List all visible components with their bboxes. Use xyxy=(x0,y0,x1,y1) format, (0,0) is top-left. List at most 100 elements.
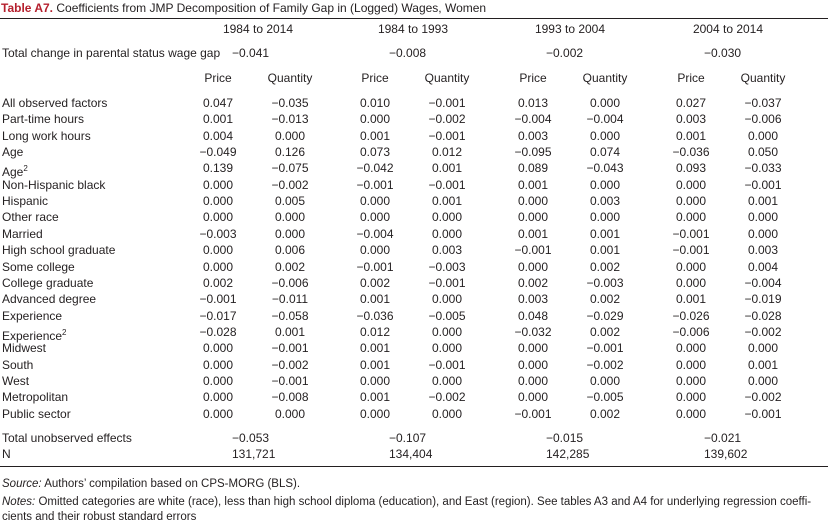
table-cell: 0.074 xyxy=(589,145,621,159)
table-cell: 0.000 xyxy=(675,374,707,388)
table-cell: −0.036 xyxy=(672,145,710,159)
table-cell: −0.017 xyxy=(199,309,237,323)
table-cell: −0.003 xyxy=(586,276,624,290)
table-cell: −0.036 xyxy=(356,309,394,323)
table-cell: −0.006 xyxy=(672,325,710,339)
n-value: 142,285 xyxy=(546,447,590,461)
table-cell: 0.000 xyxy=(202,374,234,388)
table-cell: 0.000 xyxy=(431,407,463,421)
table-cell: −0.049 xyxy=(199,145,237,159)
top-rule xyxy=(0,18,828,19)
table-cell: 0.000 xyxy=(202,260,234,274)
table-label: Table A7. xyxy=(1,1,54,15)
table-cell: −0.001 xyxy=(514,407,552,421)
row-label: Experience xyxy=(2,309,63,323)
table-cell: −0.002 xyxy=(428,112,466,126)
table-cell: 0.000 xyxy=(589,178,621,192)
period-header: 2004 to 2014 xyxy=(692,22,764,36)
table-cell: −0.006 xyxy=(271,276,309,290)
table-cell: 0.126 xyxy=(274,145,306,159)
table-cell: 0.048 xyxy=(517,309,549,323)
table-cell: 0.000 xyxy=(589,374,621,388)
row-label: West xyxy=(2,374,30,388)
table-cell: 0.000 xyxy=(589,210,621,224)
table-cell: 0.000 xyxy=(202,178,234,192)
table-cell: 0.003 xyxy=(517,292,549,306)
table-cell: −0.001 xyxy=(356,178,394,192)
table-cell: 0.000 xyxy=(431,325,463,339)
quantity-header: Quantity xyxy=(740,71,786,85)
table-cell: 0.001 xyxy=(589,227,621,241)
table-cell: −0.028 xyxy=(744,309,782,323)
row-label: Part-time hours xyxy=(2,112,85,126)
table-cell: 0.001 xyxy=(431,194,463,208)
total-change-value: −0.041 xyxy=(232,46,270,60)
table-cell: 0.001 xyxy=(675,292,707,306)
source-label: Source: xyxy=(2,478,42,490)
row-label: Experience2 xyxy=(2,328,67,343)
row-label: Long work hours xyxy=(2,129,91,143)
table-cell: −0.004 xyxy=(586,112,624,126)
table-cell: 0.000 xyxy=(675,276,707,290)
table-cell: 0.013 xyxy=(517,96,549,110)
table-cell: −0.003 xyxy=(428,260,466,274)
table-title: Table A7. Coefficients from JMP Decompos… xyxy=(1,1,486,16)
table-cell: 0.000 xyxy=(202,194,234,208)
row-label: Married xyxy=(2,227,43,241)
table-cell: 0.000 xyxy=(202,243,234,257)
table-cell: 0.050 xyxy=(747,145,779,159)
row-label: South xyxy=(2,358,34,372)
table-cell: 0.000 xyxy=(359,243,391,257)
table-cell: −0.001 xyxy=(428,129,466,143)
row-label: Total unobserved effects xyxy=(2,431,132,445)
table-cell: −0.001 xyxy=(586,341,624,355)
table-cell: 0.001 xyxy=(747,358,779,372)
table-cell: −0.004 xyxy=(514,112,552,126)
total-unobserved-value: −0.015 xyxy=(546,431,584,445)
table-cell: −0.043 xyxy=(586,161,624,175)
table-cell: 0.000 xyxy=(359,194,391,208)
table-cell: 0.000 xyxy=(431,374,463,388)
table-cell: 0.010 xyxy=(359,96,391,110)
table-cell: 0.005 xyxy=(274,194,306,208)
table-cell: 0.004 xyxy=(747,260,779,274)
table-cell: 0.000 xyxy=(359,374,391,388)
table-cell: 0.001 xyxy=(589,243,621,257)
row-label: Non-Hispanic black xyxy=(2,178,106,192)
total-change-value: −0.002 xyxy=(546,46,584,60)
table-cell: −0.001 xyxy=(514,243,552,257)
table-cell: −0.037 xyxy=(744,96,782,110)
table-cell: 0.001 xyxy=(359,129,391,143)
table-cell: 0.000 xyxy=(359,112,391,126)
table-cell: 0.003 xyxy=(675,112,707,126)
table-cell: 0.000 xyxy=(202,407,234,421)
table-cell: 0.001 xyxy=(675,129,707,143)
table-cell: 0.001 xyxy=(747,194,779,208)
table-cell: −0.028 xyxy=(199,325,237,339)
table-cell: 0.002 xyxy=(202,276,234,290)
price-header: Price xyxy=(204,71,232,85)
table-cell: 0.000 xyxy=(517,210,549,224)
table-cell: −0.002 xyxy=(271,358,309,372)
table-cell: 0.000 xyxy=(202,341,234,355)
row-label: Age2 xyxy=(2,164,28,179)
table-cell: 0.002 xyxy=(589,292,621,306)
table-cell: 0.000 xyxy=(274,129,306,143)
table-cell: −0.005 xyxy=(428,309,466,323)
table-cell: 0.000 xyxy=(675,178,707,192)
table-cell: −0.001 xyxy=(672,227,710,241)
table-cell: −0.002 xyxy=(428,390,466,404)
table-cell: 0.012 xyxy=(359,325,391,339)
table-cell: 0.003 xyxy=(589,194,621,208)
table-cell: −0.001 xyxy=(428,358,466,372)
table-cell: 0.012 xyxy=(431,145,463,159)
row-label: Other race xyxy=(2,210,59,224)
row-label: Total change in parental status wage gap xyxy=(2,46,221,60)
row-label: All observed factors xyxy=(2,96,108,110)
table-cell: 0.002 xyxy=(589,325,621,339)
table-cell: 0.003 xyxy=(517,129,549,143)
notes: Notes: Omitted categories are white (rac… xyxy=(2,495,811,510)
table-cell: 0.000 xyxy=(675,358,707,372)
table-cell: 0.000 xyxy=(517,341,549,355)
